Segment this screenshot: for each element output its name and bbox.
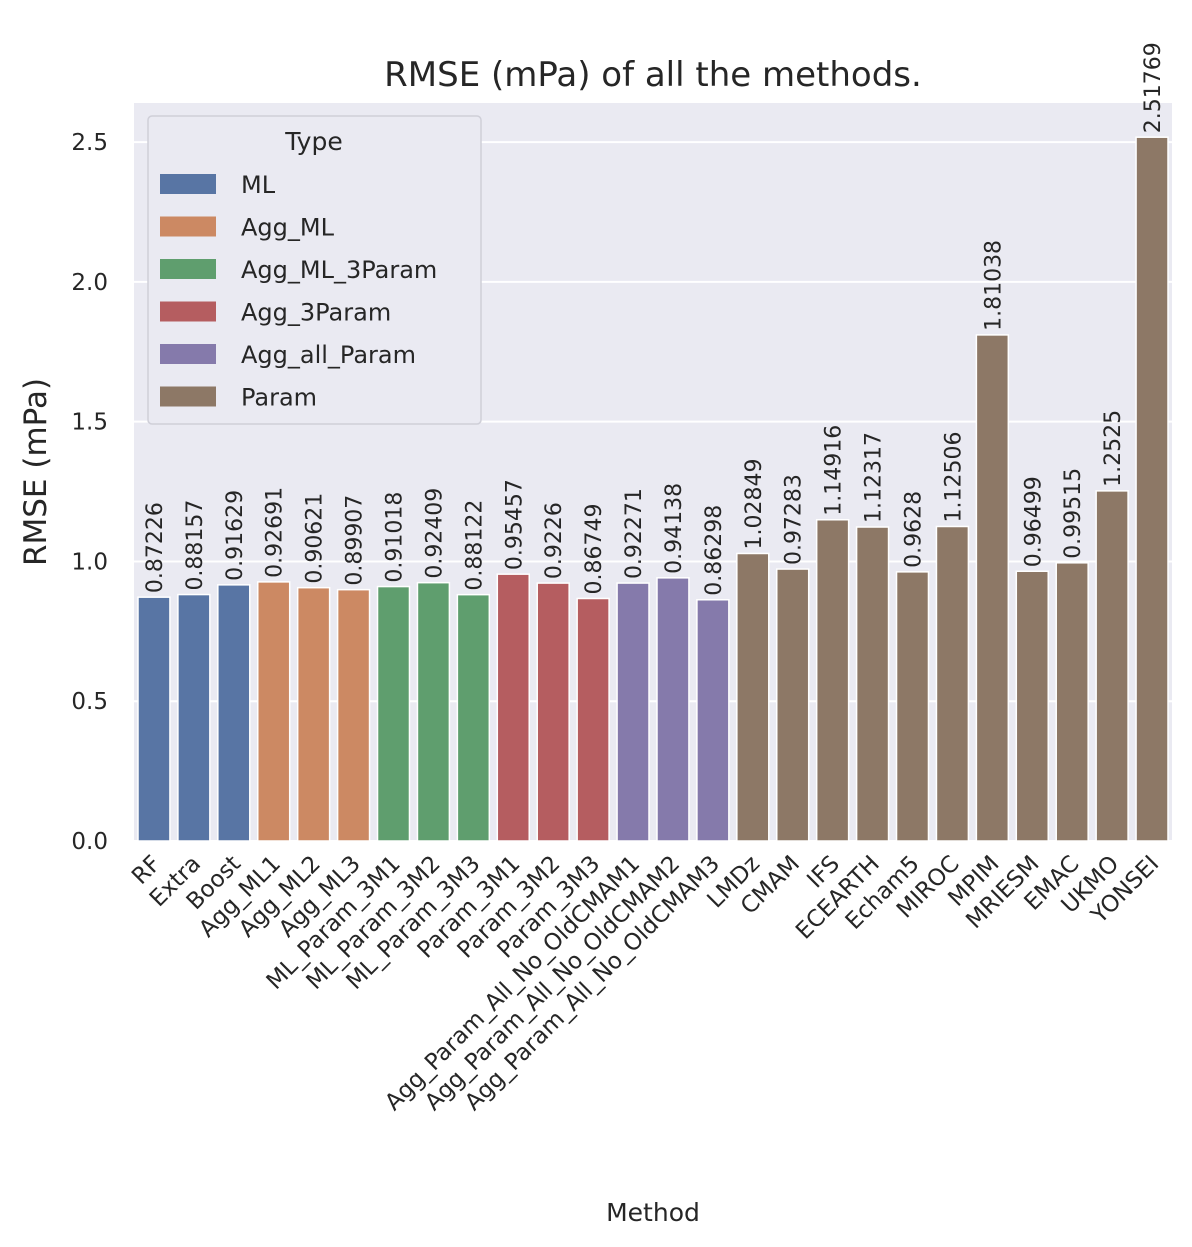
bar — [935, 525, 970, 842]
bar — [736, 552, 770, 842]
legend-entry: Agg_3Param — [241, 299, 391, 327]
y-tick-label: 0.0 — [71, 829, 108, 855]
bar — [536, 582, 570, 842]
x-tick-labels: RFExtraBoostAgg_ML1Agg_ML2Agg_ML3ML_Para… — [127, 851, 1164, 1116]
legend-title: Type — [284, 127, 342, 156]
data-label: 1.02849 — [742, 459, 767, 550]
bar — [656, 577, 690, 842]
legend-swatch — [160, 386, 216, 407]
data-label: 0.94138 — [662, 483, 687, 574]
bar — [616, 582, 650, 842]
bar — [975, 334, 1010, 842]
data-label: 0.88122 — [462, 500, 487, 591]
data-label: 0.97283 — [782, 474, 807, 565]
legend-swatch — [160, 216, 216, 237]
data-label: 0.99515 — [1061, 468, 1086, 559]
bar — [336, 588, 371, 842]
legend-swatch — [160, 259, 216, 279]
bar — [296, 586, 331, 842]
legend-swatch — [160, 344, 216, 364]
data-label: 0.86749 — [582, 504, 607, 595]
data-label: 1.12506 — [941, 432, 966, 523]
bar — [416, 581, 451, 842]
data-label: 1.81038 — [981, 240, 1006, 331]
y-axis-label: RMSE (mPa) — [18, 378, 54, 566]
bar — [376, 585, 411, 842]
legend-entry: Agg_ML_3Param — [241, 256, 437, 284]
legend: Type ML Agg_ML Agg_ML_3Param Agg_3Param Agg_… — [147, 115, 482, 425]
bar — [1015, 570, 1049, 842]
data-label: 0.86298 — [702, 505, 727, 596]
bar — [776, 568, 810, 842]
data-label: 0.95457 — [502, 479, 527, 570]
bar — [177, 593, 211, 842]
bar — [895, 571, 930, 842]
data-label: 0.9628 — [902, 491, 927, 568]
bar — [217, 584, 251, 842]
bar — [137, 596, 171, 842]
data-label: 0.87226 — [143, 502, 168, 593]
data-label: 0.96499 — [1021, 476, 1046, 567]
bars — [137, 136, 1169, 842]
data-label: 0.88157 — [183, 500, 208, 591]
bar — [815, 519, 850, 842]
bar — [576, 597, 610, 842]
x-axis-label: Method — [606, 1198, 700, 1227]
legend-entry: Param — [241, 384, 317, 412]
y-tick-label: 2.5 — [71, 130, 108, 156]
data-label: 1.14916 — [822, 425, 847, 516]
y-tick-label: 2.0 — [71, 270, 108, 296]
legend-entry: Agg_all_Param — [241, 341, 416, 369]
data-label: 1.12317 — [862, 432, 887, 523]
bar — [855, 526, 890, 842]
y-tick-labels: 0.0 0.5 1.0 1.5 2.0 2.5 — [71, 130, 108, 855]
data-label: 1.2525 — [1101, 410, 1126, 487]
data-label: 0.92271 — [622, 488, 647, 579]
y-tick-label: 1.5 — [71, 410, 108, 436]
bar — [496, 573, 530, 842]
data-label: 0.91018 — [383, 492, 408, 583]
legend-swatch — [160, 301, 216, 322]
data-label: 0.91629 — [223, 490, 248, 581]
data-labels: 0.87226 0.88157 0.91629 0.92691 0.90621 0.899… — [143, 42, 1166, 596]
bar — [1055, 562, 1089, 842]
legend-entry: ML — [241, 171, 276, 199]
y-tick-label: 1.0 — [71, 549, 108, 575]
bar — [1095, 490, 1129, 842]
chart-title: RMSE (mPa) of all the methods. — [384, 55, 922, 95]
data-label: 0.9226 — [542, 502, 567, 579]
data-label: 0.92409 — [422, 488, 447, 579]
legend-entry: Agg_ML — [241, 214, 335, 242]
legend-box — [147, 115, 482, 425]
bar — [696, 599, 730, 842]
bar — [1135, 136, 1169, 842]
data-label: 0.89907 — [343, 495, 368, 586]
y-tick-label: 0.5 — [71, 689, 108, 715]
data-label: 0.90621 — [303, 493, 328, 584]
bar — [456, 593, 491, 842]
legend-swatch — [160, 174, 216, 194]
bar — [257, 581, 291, 842]
data-label: 2.51769 — [1141, 42, 1166, 133]
data-label: 0.92691 — [263, 487, 288, 578]
